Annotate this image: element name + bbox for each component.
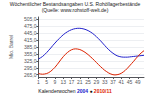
svg-text:Wöchentlicher Bestandsangaben: Wöchentlicher Bestandsangaben U.S. Rohöl… <box>9 0 141 7</box>
svg-text:475,0: 475,0 <box>24 23 37 29</box>
svg-text:265,0: 265,0 <box>24 72 37 78</box>
svg-text:45: 45 <box>127 79 133 85</box>
svg-text:49: 49 <box>135 79 141 85</box>
svg-text:Mio. Barrel: Mio. Barrel <box>8 35 14 59</box>
svg-text:41: 41 <box>118 79 124 85</box>
svg-text:445,0: 445,0 <box>24 30 37 36</box>
svg-text:37: 37 <box>110 79 116 85</box>
svg-text:13: 13 <box>60 79 66 85</box>
svg-text:5: 5 <box>45 79 48 85</box>
svg-text:415,0: 415,0 <box>24 37 37 43</box>
svg-text:295,0: 295,0 <box>24 65 37 71</box>
svg-text:21: 21 <box>77 79 83 85</box>
svg-text:(Quelle: www.rohstoff-welt.de): (Quelle: www.rohstoff-welt.de) <box>42 7 109 13</box>
svg-text:385,0: 385,0 <box>24 44 37 50</box>
svg-text:505,0: 505,0 <box>24 16 37 22</box>
svg-text:2004: 2004 <box>77 88 88 94</box>
svg-text:2010/11: 2010/11 <box>94 88 112 94</box>
svg-text:9: 9 <box>54 79 57 85</box>
svg-text:25: 25 <box>85 79 91 85</box>
svg-text:29: 29 <box>94 79 100 85</box>
svg-text:355,0: 355,0 <box>24 51 37 57</box>
svg-text:33: 33 <box>102 79 108 85</box>
svg-text:325,0: 325,0 <box>24 58 37 64</box>
svg-text:1: 1 <box>37 79 40 85</box>
svg-text:Kalenderwochen: Kalenderwochen <box>38 88 75 94</box>
svg-text:17: 17 <box>69 79 75 85</box>
